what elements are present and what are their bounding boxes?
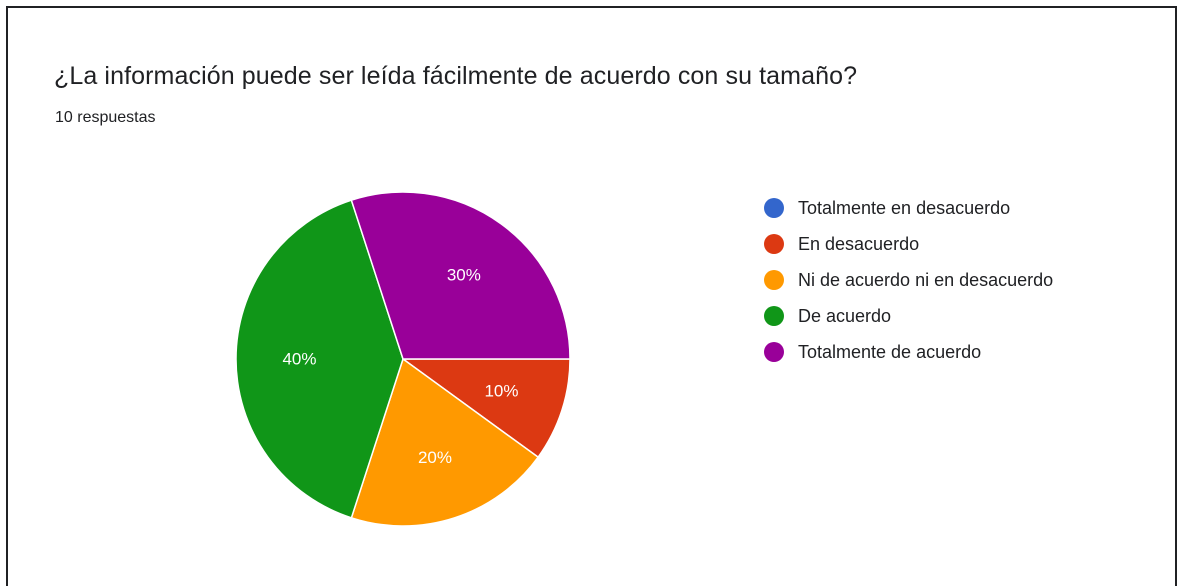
pie-chart: 10% 20% 40% 30%	[235, 191, 571, 527]
legend-swatch	[764, 234, 784, 254]
pie-slice-de-acuerdo[interactable]	[235, 199, 404, 519]
chart-legend: Totalmente en desacuerdo En desacuerdo Ni …	[764, 190, 1053, 370]
pie-slice-labels: 10% 20% 40% 30%	[282, 266, 518, 467]
pie-label-en-desacuerdo: 10%	[484, 381, 518, 400]
pie-slice-ni-de-acuerdo-ni-en-desacuerdo[interactable]	[350, 357, 540, 527]
pie-label-totalmente-de-acuerdo: 30%	[447, 266, 481, 285]
pie-label-ni-de-acuerdo-ni-en-desacuerdo: 20%	[418, 448, 452, 467]
pie-slice-en-desacuerdo[interactable]	[400, 358, 571, 459]
legend-item-en-desacuerdo[interactable]: En desacuerdo	[764, 226, 1053, 262]
chart-card: ¿La información puede ser leída fácilmen…	[6, 6, 1177, 586]
legend-label: Totalmente de acuerdo	[798, 341, 982, 362]
legend-swatch	[764, 198, 784, 218]
legend-label: De acuerdo	[798, 305, 892, 326]
legend-label: En desacuerdo	[798, 233, 920, 254]
pie-label-de-acuerdo: 40%	[282, 350, 316, 369]
response-count: 10 respuestas	[55, 109, 156, 126]
legend-item-ni-de-acuerdo-ni-en-desacuerdo[interactable]: Ni de acuerdo ni en desacuerdo	[764, 262, 1053, 298]
legend-item-totalmente-de-acuerdo[interactable]: Totalmente de acuerdo	[764, 334, 1053, 370]
pie-slice-totalmente-de-acuerdo[interactable]	[350, 191, 571, 360]
legend-swatch	[764, 270, 784, 290]
legend-swatch	[764, 342, 784, 362]
pie-slices	[235, 191, 571, 527]
legend-label: Totalmente en desacuerdo	[798, 197, 1011, 218]
legend-item-totalmente-en-desacuerdo[interactable]: Totalmente en desacuerdo	[764, 190, 1053, 226]
chart-title: ¿La información puede ser leída fácilmen…	[54, 62, 858, 90]
legend-swatch	[764, 306, 784, 326]
legend-label: Ni de acuerdo ni en desacuerdo	[798, 269, 1054, 290]
legend-item-de-acuerdo[interactable]: De acuerdo	[764, 298, 1053, 334]
